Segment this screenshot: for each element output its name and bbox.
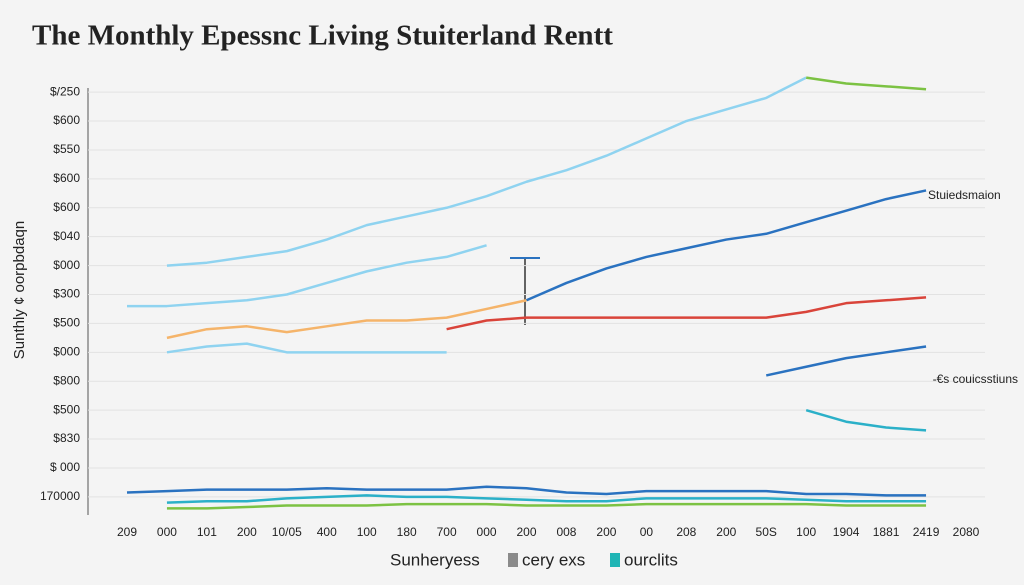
y-tick-label: $ 000 <box>50 460 80 474</box>
data-line <box>127 244 487 308</box>
data-line <box>166 494 927 504</box>
x-tick-label: 100 <box>796 525 816 539</box>
data-line <box>126 485 927 497</box>
legend-label: Sunheryess <box>390 550 480 569</box>
x-tick-label: 200 <box>237 525 257 539</box>
x-tick-label: 100 <box>357 525 377 539</box>
y-tick-label: $830 <box>53 431 80 445</box>
x-tick-label: 400 <box>317 525 337 539</box>
x-tick-label: 1881 <box>873 525 900 539</box>
data-line <box>765 345 927 377</box>
legend-label: cery exs <box>522 550 585 569</box>
x-tick-label: 10/05 <box>272 525 302 539</box>
legend-swatch <box>610 553 620 567</box>
x-tick-label: 180 <box>397 525 417 539</box>
x-tick-label: 200 <box>596 525 616 539</box>
x-tick-label: 008 <box>556 525 576 539</box>
x-tick-label: 000 <box>157 525 177 539</box>
y-tick-label: $/250 <box>50 84 80 98</box>
y-tick-label: $040 <box>53 229 80 243</box>
y-axis-title: Sunthly ¢ oorpbdaqn <box>11 221 28 359</box>
data-line <box>166 299 527 340</box>
x-tick-label: 2419 <box>913 525 940 539</box>
annotation: Stuiedsmaion <box>928 188 1001 202</box>
x-tick-label: 1904 <box>833 525 860 539</box>
x-tick-label: 00 <box>640 525 654 539</box>
y-tick-label: $550 <box>53 142 80 156</box>
data-line <box>806 76 927 91</box>
marker <box>510 257 540 325</box>
x-tick-label: 50S <box>756 525 777 539</box>
y-tick-label: $600 <box>53 113 80 127</box>
data-line <box>166 76 807 267</box>
x-tick-label: 200 <box>517 525 537 539</box>
data-line <box>166 502 927 510</box>
data-line <box>805 408 927 432</box>
data-line <box>526 189 927 302</box>
x-tick-label: 101 <box>197 525 217 539</box>
annotation: -€s couicsstiuns <box>933 372 1018 386</box>
x-tick-label: 700 <box>437 525 457 539</box>
y-tick-label: $500 <box>53 402 80 416</box>
data-line <box>166 342 447 354</box>
y-tick-label: $600 <box>53 171 80 185</box>
y-tick-label: $000 <box>53 258 80 272</box>
y-tick-label: $800 <box>53 373 80 387</box>
y-tick-label: 170000 <box>40 489 80 503</box>
y-tick-label: $500 <box>53 316 80 330</box>
legend-label: ourclits <box>624 550 678 569</box>
chart-title: The Monthly Epessnc Living Stuiterland R… <box>32 20 613 52</box>
y-tick-label: $600 <box>53 200 80 214</box>
y-tick-label: $300 <box>53 287 80 301</box>
y-tick-label: $000 <box>53 344 80 358</box>
x-tick-label: 2080 <box>953 525 980 539</box>
x-tick-label: 200 <box>716 525 736 539</box>
data-line <box>446 296 927 331</box>
x-tick-label: 209 <box>117 525 137 539</box>
x-tick-label: 208 <box>676 525 696 539</box>
x-tick-label: 000 <box>477 525 497 539</box>
legend-swatch <box>508 553 518 567</box>
